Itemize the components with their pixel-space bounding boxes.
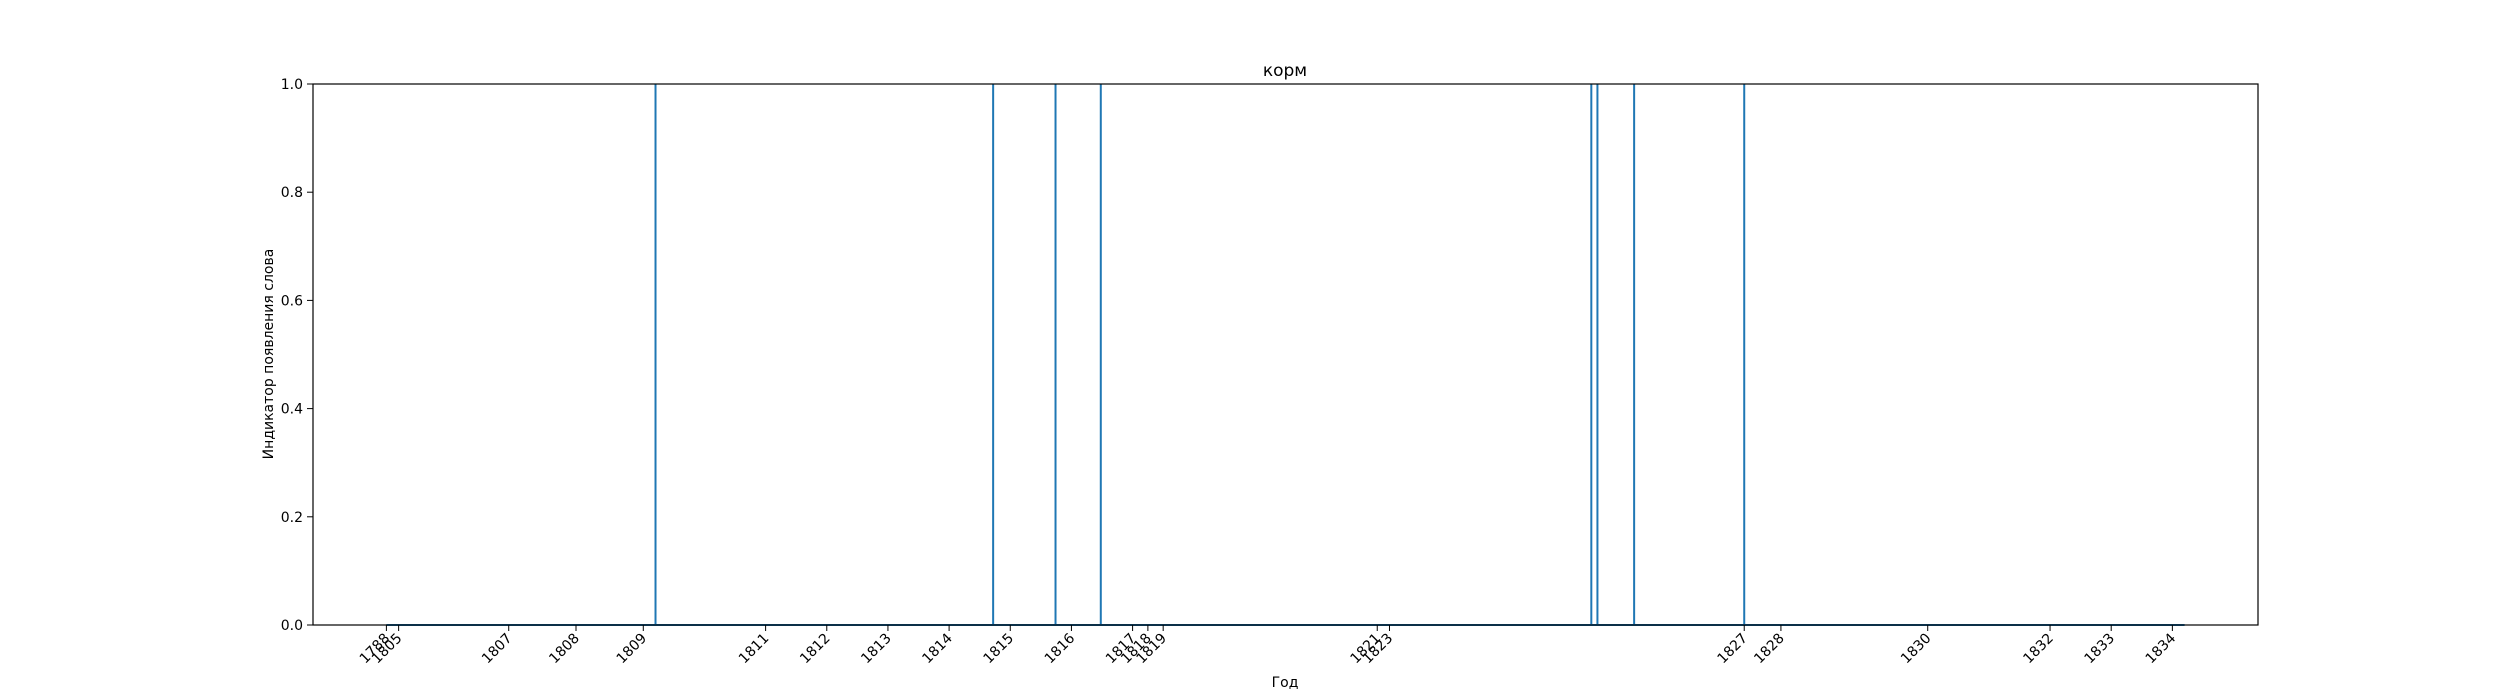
x-tick-label: 1814 [919,630,956,667]
x-tick-label: 1815 [981,631,1018,668]
y-tick-label: 1.0 [281,77,303,93]
y-tick-label: 0.6 [281,293,303,309]
plot-frame [312,83,2259,626]
x-tick-label: 1832 [2020,631,2057,668]
x-tick-label: 1827 [1715,631,1752,668]
y-tick-label: 0.2 [281,510,303,526]
x-tick-label: 1809 [614,631,651,668]
y-axis-label: Индикатор появления слова [261,249,277,460]
y-tick-label: 0.0 [281,618,303,634]
x-tick-label: 1813 [858,631,895,668]
x-axis-label: Год [1272,675,1299,691]
x-tick-label: 1816 [1042,630,1079,667]
x-tick-label: 1833 [2082,631,2119,668]
x-tick-label: 1830 [1898,631,1935,668]
x-tick-label: 1828 [1751,631,1788,668]
x-tick-label: 1807 [479,631,516,668]
chart-title: корм [1263,61,1307,81]
plot-area [386,84,2185,626]
y-tick-label: 0.8 [281,185,303,201]
x-tick-label: 1812 [797,631,834,668]
x-tick-label: 1808 [546,631,583,668]
y-tick-label: 0.4 [281,402,303,418]
y-axis-ticks: 0.0 0.2 0.4 0.6 0.8 1.0 [281,77,313,634]
x-tick-label: 1811 [736,631,773,668]
x-tick-label: 1834 [2143,630,2180,667]
